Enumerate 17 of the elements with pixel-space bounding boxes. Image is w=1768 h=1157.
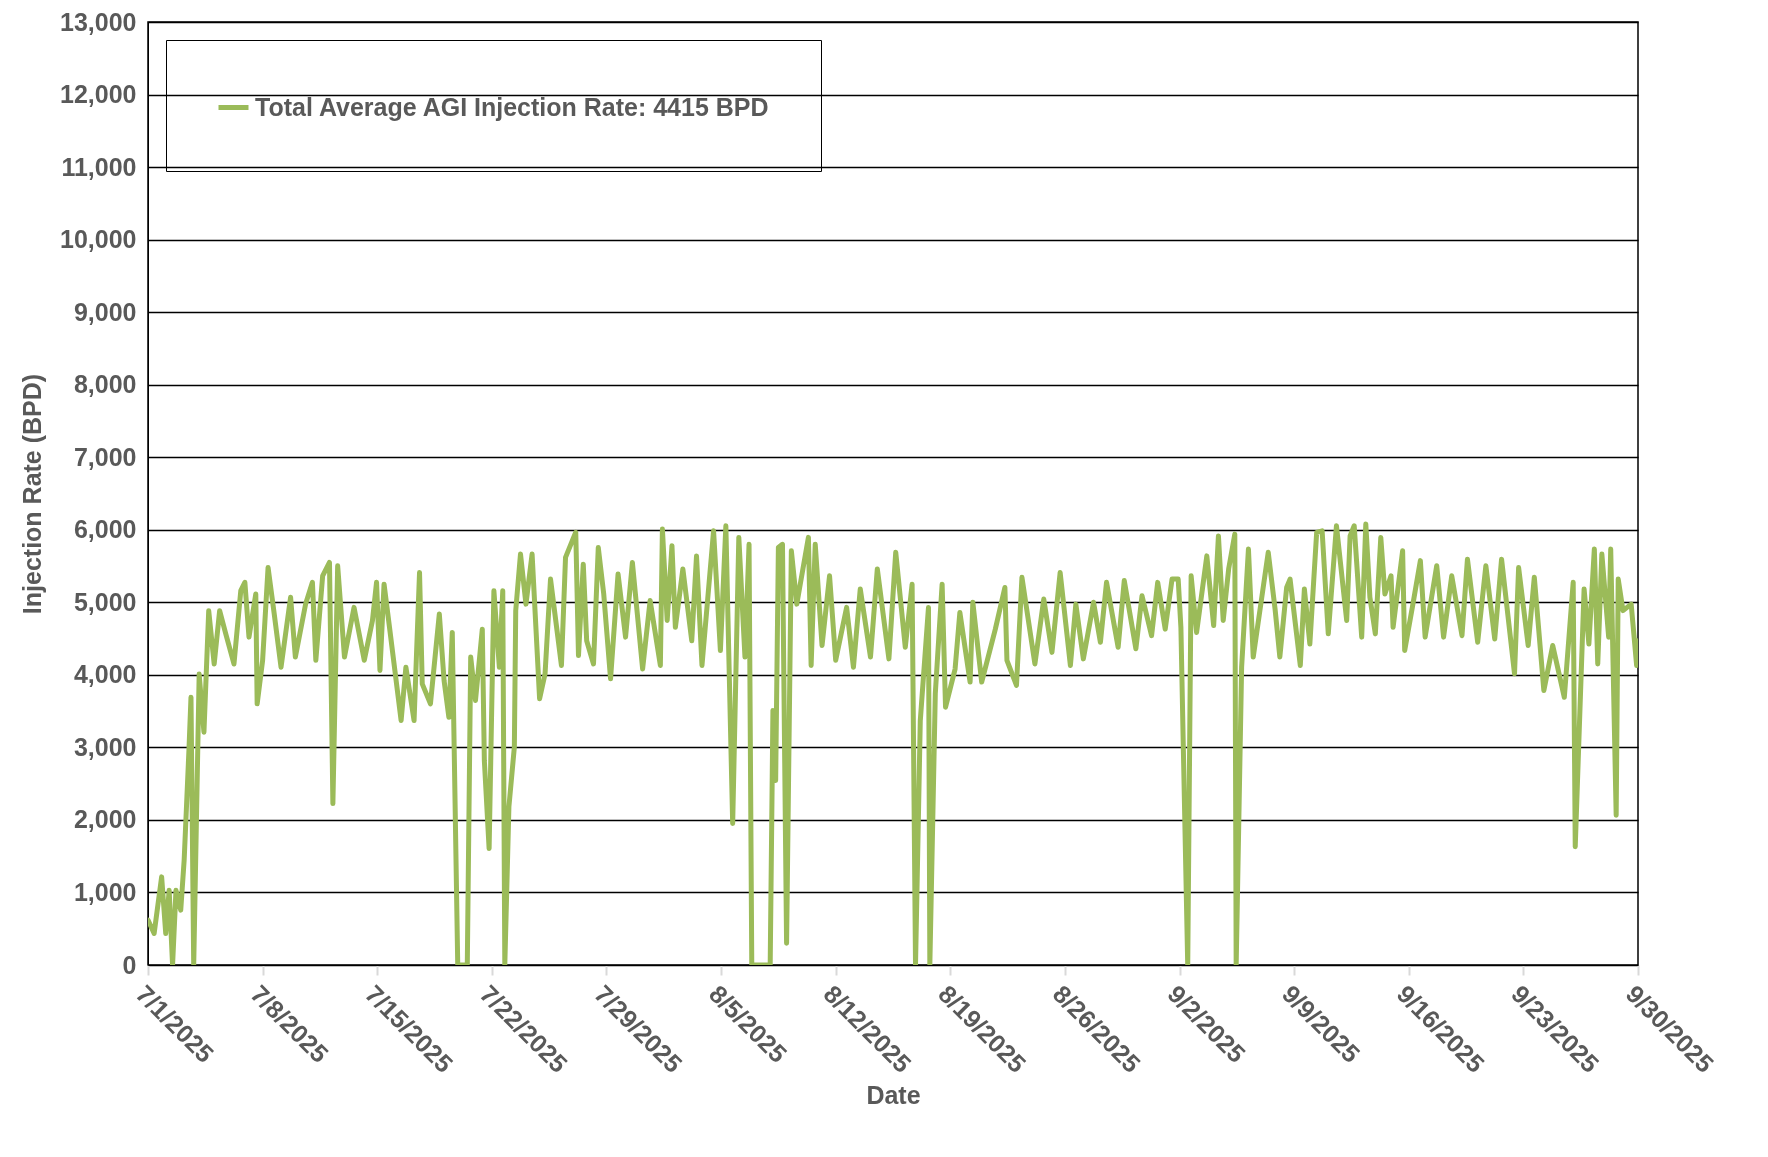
- x-axis-title: Date: [866, 1080, 921, 1109]
- y-tick-label: 4,000: [73, 660, 137, 689]
- legend-label: Total Average AGI Injection Rate: 4415 BPD: [255, 92, 769, 121]
- y-tick-label: 10,000: [60, 225, 137, 254]
- y-tick-label: 13,000: [60, 7, 137, 36]
- y-tick-label: 0: [122, 950, 137, 979]
- y-tick-label: 8,000: [73, 370, 137, 399]
- y-axis-title: Injection Rate (BPD): [18, 373, 47, 615]
- y-tick-label: 6,000: [73, 515, 137, 544]
- y-tick-label: 2,000: [73, 805, 137, 834]
- y-tick-label: 5,000: [73, 587, 137, 616]
- y-tick-label: 1,000: [73, 877, 137, 906]
- y-tick-label: 7,000: [73, 442, 137, 471]
- y-tick-label: 3,000: [73, 732, 137, 761]
- y-tick-label: 9,000: [73, 297, 137, 326]
- y-tick-label: 11,000: [61, 152, 137, 181]
- y-tick-label: 12,000: [60, 80, 137, 109]
